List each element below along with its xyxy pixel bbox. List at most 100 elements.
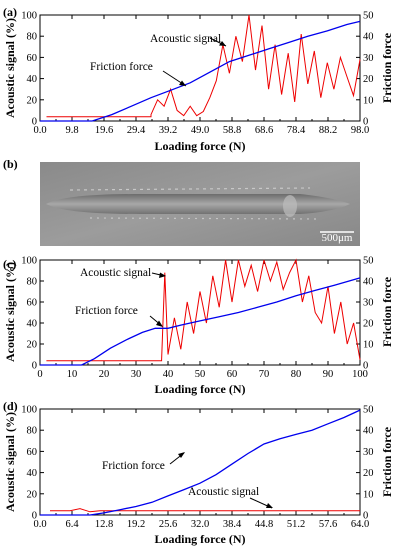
ytick-right-label: 0	[363, 511, 368, 522]
panel-d-label: (d)	[3, 399, 18, 413]
panel-a-yticks-left: 0 20 40 60 80 100	[21, 11, 44, 128]
acoustic-signal-line	[50, 508, 360, 513]
xtick-label: 68.6	[255, 125, 273, 136]
ytick-left-label: 40	[27, 74, 38, 85]
ytick-right-label: 20	[363, 468, 374, 479]
panel-c-xticks: 0 10 20 30 40 50 60 70 80 90 100	[37, 260, 368, 380]
xtick-label: 0.0	[33, 125, 46, 136]
ytick-left-label: 20	[27, 95, 38, 106]
xtick-label: 80	[291, 369, 302, 380]
xtick-label: 49.0	[191, 125, 209, 136]
panel-c: (c) 0 10 20 30 40 50 60 70 80 90 100 020406080100 …	[3, 256, 394, 397]
xtick-label: 88.2	[319, 125, 337, 136]
ytick-left-label: 40	[27, 319, 38, 330]
friction-force-line	[40, 409, 361, 516]
xtick-label: 32.0	[191, 519, 209, 530]
xtick-label: 38.4	[223, 519, 242, 530]
xtick-label: 19.2	[127, 519, 145, 530]
ytick-left-label: 100	[21, 405, 37, 416]
panel-d-friction-arrowhead	[178, 452, 185, 458]
panel-c-series	[40, 258, 361, 366]
panel-b-label: (b)	[3, 157, 18, 171]
panel-d-plot-frame	[39, 408, 361, 516]
panel-a-friction-annotation: Friction force	[90, 61, 153, 73]
ytick-right-label: 40	[363, 277, 374, 288]
xtick-label: 39.2	[159, 125, 177, 136]
panel-c-label: (c)	[3, 257, 16, 271]
scratch-track	[46, 194, 350, 214]
xtick-label: 50	[195, 369, 206, 380]
panel-c-acoustic-arrowhead	[159, 272, 166, 278]
ytick-left-label: 80	[27, 32, 38, 43]
ytick-right-label: 40	[363, 32, 374, 43]
acoustic-signal-line	[46, 258, 361, 362]
panel-d-yticks-right: 0 10 20 30 40 50	[356, 405, 374, 522]
ytick-right-label: 20	[363, 74, 374, 85]
panel-c-acoustic-annotation: Acoustic signal	[80, 267, 151, 279]
xtick-label: 40	[163, 369, 174, 380]
panel-d-xlabel: Loading force (N)	[154, 532, 245, 546]
xtick-label: 78.4	[287, 125, 306, 136]
xtick-label: 30	[131, 369, 142, 380]
ytick-right-label: 10	[363, 340, 374, 351]
panel-c-xlabel: Loading force (N)	[154, 382, 245, 396]
scale-bar-label: 500μm	[322, 232, 353, 244]
panel-a-ylabel-right: Friction force	[380, 32, 394, 103]
panel-d-ylabel-right: Friction force	[380, 426, 394, 497]
ytick-right-label: 50	[363, 256, 374, 267]
ytick-left-label: 80	[27, 426, 38, 437]
ytick-left-label: 80	[27, 277, 38, 288]
ytick-right-label: 30	[363, 447, 374, 458]
xtick-label: 10	[67, 369, 78, 380]
xtick-label: 44.8	[255, 519, 273, 530]
xtick-label: 64.0	[351, 519, 369, 530]
panel-c-ylabel-left: Acoustic signal (%)	[3, 262, 17, 362]
panel-a-acoustic-annotation: Acoustic signal	[150, 33, 221, 45]
panel-d-xticks: 0.0 6.4 12.8 19.2 25.6 32.0 38.4 44.8 51.2 57.6 64…	[33, 409, 369, 530]
ytick-right-label: 30	[363, 53, 374, 64]
xtick-label: 60	[227, 369, 238, 380]
panel-d-ylabel-left: Acoustic signal (%)	[3, 412, 17, 512]
ytick-right-label: 50	[363, 405, 374, 416]
ytick-right-label: 40	[363, 426, 374, 437]
panel-a-ylabel-left: Acoustic signal (%)	[3, 18, 17, 118]
panel-d: (d) 0.0 6.4 12.8 19.2 25.6 32.0 38.4 44.8 51.2 57…	[3, 399, 394, 546]
panel-a-friction-arrowhead	[179, 80, 186, 86]
xtick-label: 58.8	[223, 125, 241, 136]
ytick-left-label: 100	[21, 11, 37, 22]
panel-a-series	[40, 14, 361, 122]
ytick-right-label: 20	[363, 319, 374, 330]
ytick-right-label: 0	[363, 117, 368, 128]
panel-d-acoustic-annotation: Acoustic signal	[188, 486, 259, 498]
xtick-label: 12.8	[95, 519, 113, 530]
ytick-right-label: 10	[363, 95, 374, 106]
panel-d-series	[40, 409, 361, 516]
xtick-label: 0	[37, 369, 42, 380]
xtick-label: 25.6	[159, 519, 177, 530]
ytick-left-label: 20	[27, 340, 38, 351]
panel-a-plot-frame	[39, 14, 361, 122]
acoustic-signal-line	[46, 14, 361, 118]
ytick-right-label: 50	[363, 11, 374, 22]
panel-a-yticks-right: 0 10 20 30 40 50	[356, 11, 374, 128]
xtick-label: 90	[323, 369, 334, 380]
xtick-label: 51.2	[287, 519, 305, 530]
panel-a-acoustic-arrowhead	[219, 41, 226, 46]
ytick-left-label: 40	[27, 468, 38, 479]
ytick-left-label: 20	[27, 489, 38, 500]
ytick-right-label: 10	[363, 489, 374, 500]
panel-a-label: (a)	[3, 5, 17, 19]
panel-c-plot-frame	[39, 259, 361, 366]
xtick-label: 29.4	[127, 125, 146, 136]
ytick-left-label: 100	[21, 256, 37, 267]
track-end-feature	[283, 195, 297, 217]
panel-c-friction-annotation: Friction force	[75, 305, 138, 317]
ytick-left-label: 60	[27, 53, 38, 64]
panel-b: (b) 500μm	[3, 157, 360, 246]
xtick-label: 6.4	[65, 519, 79, 530]
ytick-left-label: 0	[32, 361, 37, 372]
panel-a-xlabel: Loading force (N)	[154, 139, 245, 153]
panel-c-ylabel-right: Friction force	[380, 276, 394, 347]
panel-d-friction-annotation: Friction force	[102, 460, 165, 472]
